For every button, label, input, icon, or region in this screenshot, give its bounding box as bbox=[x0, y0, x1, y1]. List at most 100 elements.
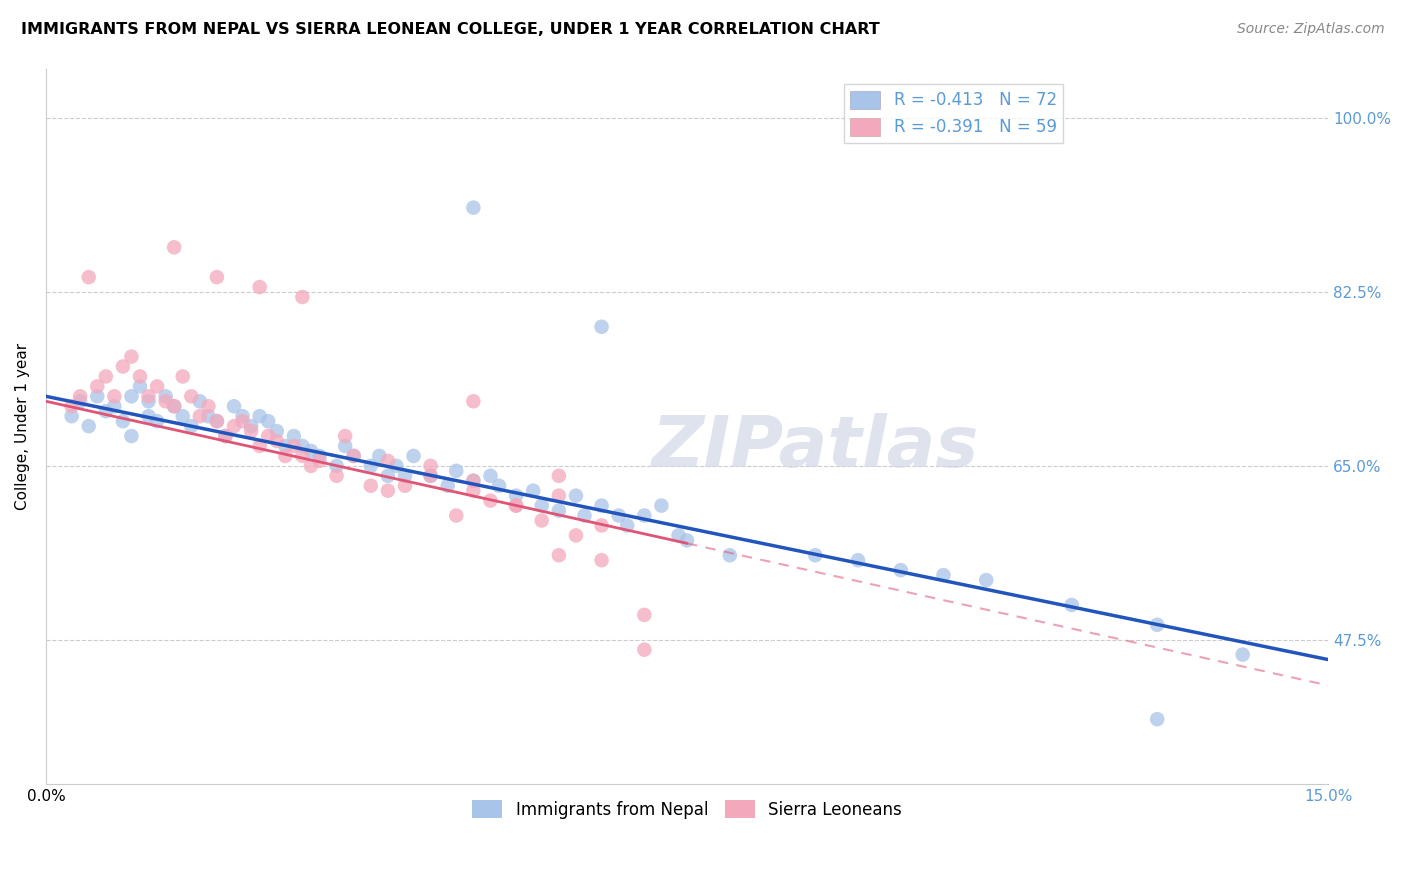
Point bbox=[463, 483, 485, 498]
Point bbox=[163, 399, 186, 413]
Point bbox=[266, 434, 288, 448]
Point bbox=[522, 483, 544, 498]
Point bbox=[343, 449, 366, 463]
Point bbox=[274, 439, 297, 453]
Point bbox=[120, 429, 142, 443]
Point bbox=[249, 280, 271, 294]
Point bbox=[530, 499, 553, 513]
Point bbox=[479, 493, 502, 508]
Point bbox=[463, 201, 485, 215]
Point bbox=[505, 489, 527, 503]
Text: ZIPatlas: ZIPatlas bbox=[651, 413, 979, 482]
Point bbox=[155, 389, 177, 403]
Point bbox=[291, 439, 314, 453]
Point bbox=[222, 399, 245, 413]
Point bbox=[633, 508, 655, 523]
Point bbox=[591, 319, 613, 334]
Point bbox=[60, 409, 83, 424]
Point bbox=[591, 518, 613, 533]
Point bbox=[368, 449, 391, 463]
Point bbox=[1146, 617, 1168, 632]
Point bbox=[111, 359, 134, 374]
Point bbox=[1146, 712, 1168, 726]
Point bbox=[291, 290, 314, 304]
Point bbox=[60, 399, 83, 413]
Point bbox=[197, 409, 219, 424]
Point bbox=[488, 479, 510, 493]
Point bbox=[188, 409, 211, 424]
Point bbox=[240, 419, 263, 434]
Point bbox=[402, 449, 425, 463]
Point bbox=[222, 419, 245, 434]
Point bbox=[86, 379, 108, 393]
Point bbox=[547, 548, 569, 562]
Point bbox=[565, 528, 588, 542]
Point bbox=[120, 350, 142, 364]
Point bbox=[446, 464, 468, 478]
Point bbox=[676, 533, 699, 548]
Point bbox=[214, 429, 236, 443]
Point bbox=[668, 528, 690, 542]
Point bbox=[103, 399, 125, 413]
Point bbox=[616, 518, 638, 533]
Point bbox=[419, 458, 441, 473]
Point bbox=[377, 483, 399, 498]
Point bbox=[249, 409, 271, 424]
Point bbox=[86, 389, 108, 403]
Point bbox=[205, 270, 228, 285]
Point bbox=[283, 439, 305, 453]
Point bbox=[394, 468, 416, 483]
Point bbox=[163, 240, 186, 254]
Point bbox=[360, 458, 382, 473]
Point bbox=[240, 424, 263, 438]
Point bbox=[846, 553, 869, 567]
Point bbox=[932, 568, 955, 582]
Point bbox=[138, 409, 160, 424]
Point bbox=[308, 449, 330, 463]
Point bbox=[274, 449, 297, 463]
Point bbox=[69, 394, 91, 409]
Point bbox=[257, 414, 280, 428]
Point bbox=[205, 414, 228, 428]
Point bbox=[77, 419, 100, 434]
Point bbox=[205, 414, 228, 428]
Point bbox=[1232, 648, 1254, 662]
Point bbox=[479, 468, 502, 483]
Point bbox=[419, 468, 441, 483]
Point bbox=[419, 468, 441, 483]
Point bbox=[232, 409, 254, 424]
Point bbox=[232, 414, 254, 428]
Point bbox=[138, 394, 160, 409]
Text: Source: ZipAtlas.com: Source: ZipAtlas.com bbox=[1237, 22, 1385, 37]
Point bbox=[505, 499, 527, 513]
Point bbox=[299, 458, 322, 473]
Point bbox=[633, 642, 655, 657]
Point bbox=[111, 414, 134, 428]
Point bbox=[257, 429, 280, 443]
Point bbox=[94, 404, 117, 418]
Point bbox=[138, 389, 160, 403]
Point bbox=[94, 369, 117, 384]
Point bbox=[463, 394, 485, 409]
Point bbox=[650, 499, 672, 513]
Point bbox=[333, 429, 356, 443]
Point bbox=[591, 553, 613, 567]
Point bbox=[574, 508, 596, 523]
Point bbox=[436, 479, 458, 493]
Point bbox=[463, 474, 485, 488]
Point bbox=[172, 409, 194, 424]
Point bbox=[547, 489, 569, 503]
Point bbox=[146, 379, 169, 393]
Point bbox=[146, 414, 169, 428]
Point bbox=[188, 394, 211, 409]
Point bbox=[155, 394, 177, 409]
Point bbox=[129, 379, 152, 393]
Point bbox=[547, 503, 569, 517]
Point bbox=[299, 444, 322, 458]
Point bbox=[530, 514, 553, 528]
Point bbox=[974, 573, 997, 587]
Point bbox=[103, 389, 125, 403]
Point bbox=[249, 439, 271, 453]
Point bbox=[333, 439, 356, 453]
Point bbox=[291, 449, 314, 463]
